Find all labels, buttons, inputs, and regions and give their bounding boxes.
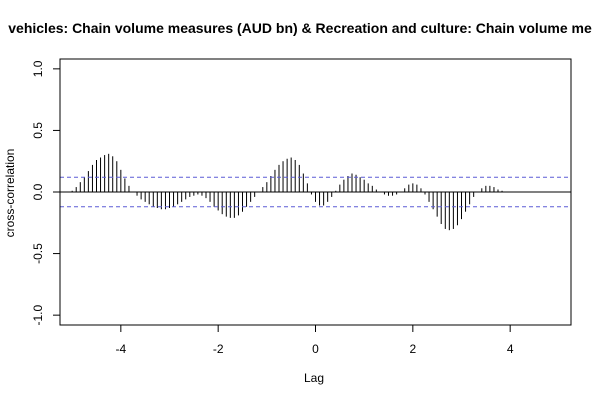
correlation-bars — [71, 153, 503, 231]
x-tick-label: -2 — [213, 342, 224, 356]
x-axis-label: Lag — [304, 371, 324, 385]
plot-area — [59, 58, 572, 326]
y-axis: -1.0 -0.5 0.0 0.5 1.0 — [31, 60, 61, 325]
x-tick-label: 2 — [409, 342, 416, 356]
y-tick-label: 1.0 — [31, 60, 45, 77]
chart-title: vehicles: Chain volume measures (AUD bn)… — [8, 20, 592, 36]
x-tick-label: 4 — [507, 342, 514, 356]
y-axis-label: cross-correlation — [3, 149, 17, 238]
x-tick-label: 0 — [312, 342, 319, 356]
y-tick-label: 0.0 — [31, 183, 45, 200]
y-tick-label: 0.5 — [31, 122, 45, 139]
x-axis: -4 -2 0 2 4 — [115, 324, 514, 356]
y-tick-label: -0.5 — [31, 243, 45, 264]
x-tick-label: -4 — [115, 342, 126, 356]
y-tick-label: -1.0 — [31, 304, 45, 325]
